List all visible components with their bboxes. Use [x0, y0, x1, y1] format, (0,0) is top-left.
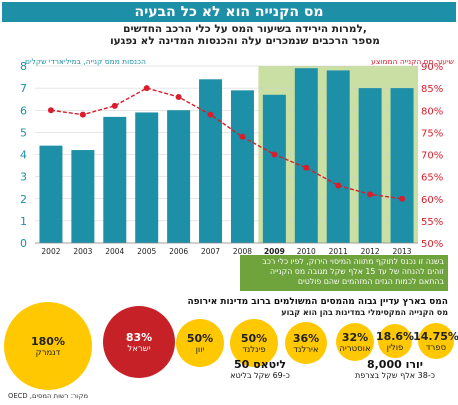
france-note: כ-38 אלף שקל בצרפת: [355, 371, 435, 380]
bar-2002: [39, 145, 63, 243]
x-tick-label: 2011: [329, 247, 348, 256]
bar-2004: [103, 116, 127, 243]
country-circle: 36% אירלנד: [285, 322, 327, 364]
x-tick-label: 2009: [264, 247, 285, 256]
bar-2013: [390, 88, 414, 243]
x-tick-label: 2004: [105, 247, 124, 256]
right-tick-label: 70%: [421, 151, 443, 162]
france-extra: 8,000 יורו כ-38 אלף שקל בצרפת: [340, 358, 450, 380]
tax-rate-point-2002: [47, 107, 54, 114]
country-circle: 83% ישראל: [103, 306, 175, 378]
bar-2008: [230, 90, 254, 244]
bar-2009: [262, 94, 286, 243]
lithuania-extra: 50 ליטאס כ-69 שקל בליטא: [210, 358, 310, 380]
page-title: מס הקנייה הוא לא כל הבעיה: [134, 4, 324, 20]
x-tick-label: 2013: [392, 247, 411, 256]
right-tick-label: 75%: [421, 128, 443, 139]
tax-rate-point-2012: [367, 191, 374, 198]
left-tick-label: 7: [20, 82, 27, 95]
europe-comparison-subtitle: מס הקנייה המקסימלי במדינות בהן הוא קבוע: [281, 308, 448, 317]
x-tick-label: 2006: [169, 247, 188, 256]
x-tick-label: 2007: [201, 247, 220, 256]
right-tick-label: 90%: [421, 62, 443, 73]
country-name: ישראל: [127, 343, 151, 354]
bar-2005: [135, 112, 159, 244]
europe-comparison-title: המס בארץ עדיין גבוה מהמסים המשולמים ברוב…: [187, 297, 448, 307]
country-name: ספרד: [425, 342, 447, 353]
right-tick-label: 50%: [421, 239, 443, 250]
tax-rate-point-2008: [239, 133, 246, 140]
country-value: 14.75%: [413, 329, 458, 343]
bar-2011: [326, 70, 350, 243]
bar-2010: [294, 68, 318, 244]
right-tick-label: 80%: [421, 106, 443, 117]
right-tick-label: 85%: [421, 84, 443, 95]
tax-rate-point-2011: [335, 182, 342, 189]
left-tick-label: 8: [20, 60, 27, 73]
country-circle: 18.6% פולין: [375, 324, 415, 358]
tax-rate-point-2004: [111, 102, 118, 109]
lithuania-note: כ-69 שקל בליטא: [230, 371, 290, 380]
country-name: יוון: [195, 344, 205, 355]
left-tick-label: 0: [20, 237, 27, 250]
tax-rate-point-2010: [303, 164, 310, 171]
tax-rate-point-2005: [143, 85, 150, 92]
tax-rate-point-2009: [271, 151, 278, 158]
country-value: 83%: [125, 330, 153, 344]
x-tick-label: 2008: [233, 247, 252, 256]
bar-2007: [199, 79, 223, 244]
lithuania-value: 50 ליטאס: [234, 358, 286, 371]
left-tick-label: 4: [20, 149, 27, 162]
chart-subtitle: למרות הירידה בשיעור המס על כלי הרכב החדש…: [70, 23, 420, 47]
country-value: 50%: [240, 331, 268, 345]
green-tax-note: בשנה זו נכנס לתוקף מתווה המיסוי הירוק, ל…: [240, 255, 448, 291]
country-value: 32%: [341, 330, 369, 344]
right-tick-label: 60%: [421, 195, 443, 206]
country-circle: 50% פינלנד: [230, 319, 278, 367]
left-tick-label: 2: [20, 193, 27, 206]
country-name: דנמרק: [35, 347, 61, 358]
country-name: אוסטריה: [339, 343, 371, 354]
country-circle: 50% יוון: [176, 319, 224, 367]
tax-rate-point-2007: [207, 111, 214, 118]
country-value: 18.6%: [375, 329, 415, 343]
subtitle-line-2: מספר הרכבים שנמכרים עלה והכנסות המדינה ל…: [110, 35, 380, 47]
country-value: 50%: [186, 331, 214, 345]
title-banner: מס הקנייה הוא לא כל הבעיה: [2, 2, 456, 22]
x-tick-label: 2012: [361, 247, 380, 256]
tax-rate-point-2003: [79, 111, 86, 118]
country-name: אירלנד: [293, 344, 319, 355]
left-axis-title: הכנסות ממס קנייה, במיליארדי שקלים: [25, 57, 146, 66]
tax-rate-point-2013: [399, 195, 406, 202]
x-tick-label: 2002: [41, 247, 60, 256]
source-credit: מקור: רשות המסים, OECD: [8, 392, 89, 400]
x-tick-label: 2005: [137, 247, 156, 256]
bar-2006: [167, 110, 191, 243]
country-name: פולין: [386, 342, 404, 353]
bar-2003: [71, 150, 95, 243]
tax-rate-point-2006: [175, 93, 182, 100]
x-tick-label: 2010: [297, 247, 316, 256]
x-tick-label: 2003: [73, 247, 92, 256]
country-circle: 14.75% ספרד: [413, 323, 458, 359]
right-tick-label: 65%: [421, 173, 443, 184]
country-circle: 180% דנמרק: [4, 302, 92, 390]
bar-2012: [358, 88, 382, 243]
country-name: פינלנד: [242, 344, 266, 355]
france-value: 8,000 יורו: [366, 358, 424, 371]
revenue-tax-chart: 0 1 2 3 4 5 6 7 8 50% 55% 60% 65% 70% 75% 80% 85% 90% הכנס…: [20, 57, 454, 263]
left-tick-label: 1: [20, 215, 27, 228]
left-tick-label: 5: [20, 126, 27, 139]
country-value: 180%: [31, 334, 65, 348]
right-axis-title: שיעור מס הקנייה הממוצע: [371, 57, 454, 66]
right-tick-label: 55%: [421, 217, 443, 228]
country-value: 36%: [292, 331, 320, 345]
left-tick-label: 3: [20, 171, 27, 184]
subtitle-line-1: למרות הירידה בשיעור המס על כלי הרכב החדש…: [123, 23, 367, 35]
left-tick-label: 6: [20, 104, 27, 117]
country-circle: 32% אוסטריה: [336, 323, 374, 361]
